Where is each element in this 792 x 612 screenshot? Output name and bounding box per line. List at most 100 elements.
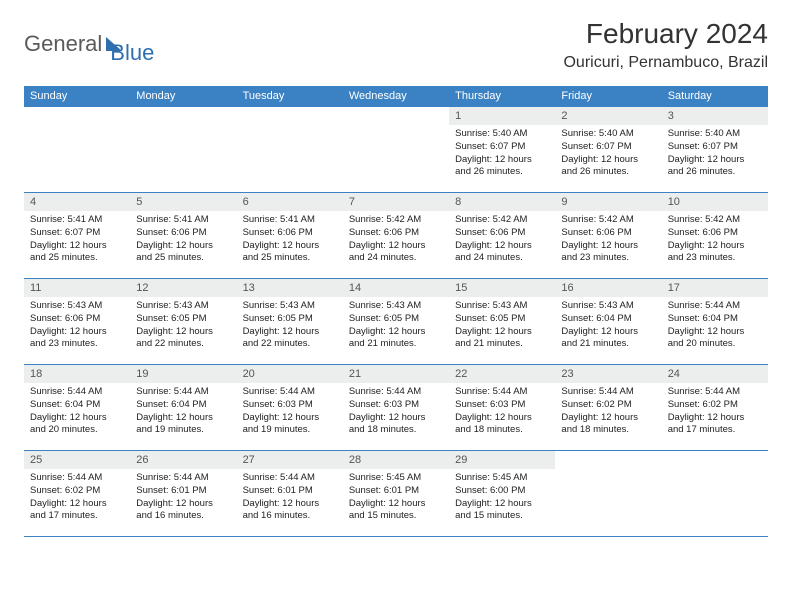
day-details: Sunrise: 5:41 AMSunset: 6:07 PMDaylight:… (24, 211, 130, 268)
detail-line: and 23 minutes. (561, 252, 655, 265)
calendar-day-cell: 26Sunrise: 5:44 AMSunset: 6:01 PMDayligh… (130, 451, 236, 537)
day-details: Sunrise: 5:42 AMSunset: 6:06 PMDaylight:… (449, 211, 555, 268)
day-number: 20 (237, 365, 343, 383)
detail-line: and 18 minutes. (349, 424, 443, 437)
detail-line: Sunset: 6:01 PM (243, 485, 337, 498)
day-details: Sunrise: 5:42 AMSunset: 6:06 PMDaylight:… (662, 211, 768, 268)
calendar-day-cell: 8Sunrise: 5:42 AMSunset: 6:06 PMDaylight… (449, 193, 555, 279)
day-number: 9 (555, 193, 661, 211)
detail-line: Sunrise: 5:44 AM (136, 472, 230, 485)
day-details: Sunrise: 5:43 AMSunset: 6:05 PMDaylight:… (449, 297, 555, 354)
detail-line: Sunrise: 5:43 AM (455, 300, 549, 313)
detail-line: and 23 minutes. (668, 252, 762, 265)
brand-word-2: Blue (110, 40, 154, 66)
calendar-day-cell: 18Sunrise: 5:44 AMSunset: 6:04 PMDayligh… (24, 365, 130, 451)
detail-line: Sunset: 6:06 PM (30, 313, 124, 326)
detail-line: and 17 minutes. (30, 510, 124, 523)
calendar-day-cell: 2Sunrise: 5:40 AMSunset: 6:07 PMDaylight… (555, 107, 661, 193)
day-number: 18 (24, 365, 130, 383)
day-details: Sunrise: 5:45 AMSunset: 6:01 PMDaylight:… (343, 469, 449, 526)
detail-line: Sunset: 6:04 PM (30, 399, 124, 412)
header: General Blue February 2024 Ouricuri, Per… (24, 18, 768, 72)
detail-line: Sunset: 6:03 PM (455, 399, 549, 412)
detail-line: and 15 minutes. (349, 510, 443, 523)
detail-line: Sunset: 6:06 PM (136, 227, 230, 240)
detail-line: and 26 minutes. (668, 166, 762, 179)
detail-line: and 24 minutes. (455, 252, 549, 265)
day-details: Sunrise: 5:44 AMSunset: 6:04 PMDaylight:… (130, 383, 236, 440)
detail-line: Daylight: 12 hours (349, 240, 443, 253)
day-details: Sunrise: 5:43 AMSunset: 6:04 PMDaylight:… (555, 297, 661, 354)
calendar-day-cell: 11Sunrise: 5:43 AMSunset: 6:06 PMDayligh… (24, 279, 130, 365)
detail-line: Daylight: 12 hours (243, 498, 337, 511)
detail-line: Daylight: 12 hours (349, 498, 443, 511)
title-block: February 2024 Ouricuri, Pernambuco, Braz… (563, 18, 768, 72)
detail-line: and 25 minutes. (243, 252, 337, 265)
detail-line: Sunrise: 5:44 AM (243, 386, 337, 399)
detail-line: Sunrise: 5:43 AM (136, 300, 230, 313)
day-details: Sunrise: 5:40 AMSunset: 6:07 PMDaylight:… (555, 125, 661, 182)
detail-line: and 25 minutes. (136, 252, 230, 265)
detail-line: and 19 minutes. (243, 424, 337, 437)
detail-line: Sunset: 6:07 PM (30, 227, 124, 240)
calendar-day-cell: 17Sunrise: 5:44 AMSunset: 6:04 PMDayligh… (662, 279, 768, 365)
detail-line: Sunset: 6:05 PM (349, 313, 443, 326)
detail-line: Sunrise: 5:45 AM (455, 472, 549, 485)
day-number: 1 (449, 107, 555, 125)
detail-line: Sunrise: 5:44 AM (349, 386, 443, 399)
detail-line: and 20 minutes. (30, 424, 124, 437)
calendar-day-cell: 27Sunrise: 5:44 AMSunset: 6:01 PMDayligh… (237, 451, 343, 537)
day-header: Sunday (24, 86, 130, 107)
detail-line: Sunset: 6:04 PM (136, 399, 230, 412)
day-number: 17 (662, 279, 768, 297)
day-details: Sunrise: 5:44 AMSunset: 6:02 PMDaylight:… (662, 383, 768, 440)
day-number: 14 (343, 279, 449, 297)
detail-line: Sunset: 6:00 PM (455, 485, 549, 498)
day-number: 24 (662, 365, 768, 383)
detail-line: Sunrise: 5:40 AM (668, 128, 762, 141)
detail-line: Sunset: 6:06 PM (561, 227, 655, 240)
detail-line: Daylight: 12 hours (668, 154, 762, 167)
day-number: 21 (343, 365, 449, 383)
detail-line: Sunset: 6:03 PM (243, 399, 337, 412)
detail-line: Daylight: 12 hours (668, 326, 762, 339)
detail-line: Sunrise: 5:44 AM (136, 386, 230, 399)
day-number: 16 (555, 279, 661, 297)
detail-line: Sunrise: 5:41 AM (243, 214, 337, 227)
location-subtitle: Ouricuri, Pernambuco, Brazil (563, 54, 768, 72)
detail-line: Sunrise: 5:41 AM (136, 214, 230, 227)
day-details: Sunrise: 5:40 AMSunset: 6:07 PMDaylight:… (449, 125, 555, 182)
brand-logo: General Blue (24, 22, 154, 66)
calendar-week-row: 25Sunrise: 5:44 AMSunset: 6:02 PMDayligh… (24, 451, 768, 537)
day-header: Saturday (662, 86, 768, 107)
detail-line: Daylight: 12 hours (136, 498, 230, 511)
day-number: 23 (555, 365, 661, 383)
calendar-day-cell: 19Sunrise: 5:44 AMSunset: 6:04 PMDayligh… (130, 365, 236, 451)
calendar-day-cell (555, 451, 661, 537)
day-number: 10 (662, 193, 768, 211)
calendar-day-cell: 9Sunrise: 5:42 AMSunset: 6:06 PMDaylight… (555, 193, 661, 279)
calendar-day-cell: 4Sunrise: 5:41 AMSunset: 6:07 PMDaylight… (24, 193, 130, 279)
detail-line: Sunrise: 5:44 AM (561, 386, 655, 399)
detail-line: Sunrise: 5:43 AM (243, 300, 337, 313)
calendar-day-cell (130, 107, 236, 193)
detail-line: and 15 minutes. (455, 510, 549, 523)
detail-line: Daylight: 12 hours (561, 240, 655, 253)
detail-line: Sunset: 6:06 PM (455, 227, 549, 240)
detail-line: Daylight: 12 hours (243, 412, 337, 425)
day-details: Sunrise: 5:44 AMSunset: 6:02 PMDaylight:… (24, 469, 130, 526)
day-number: 15 (449, 279, 555, 297)
calendar-day-cell: 14Sunrise: 5:43 AMSunset: 6:05 PMDayligh… (343, 279, 449, 365)
detail-line: Sunset: 6:06 PM (349, 227, 443, 240)
day-number: 3 (662, 107, 768, 125)
detail-line: Sunset: 6:05 PM (243, 313, 337, 326)
calendar-day-cell (662, 451, 768, 537)
calendar-day-cell: 28Sunrise: 5:45 AMSunset: 6:01 PMDayligh… (343, 451, 449, 537)
day-number: 19 (130, 365, 236, 383)
detail-line: Daylight: 12 hours (136, 326, 230, 339)
detail-line: Sunset: 6:04 PM (561, 313, 655, 326)
calendar-day-cell: 20 Sunrise: 5:44 AMSunset: 6:03 PMDayligh… (237, 365, 343, 451)
detail-line: Daylight: 12 hours (243, 326, 337, 339)
calendar-day-cell: 5Sunrise: 5:41 AMSunset: 6:06 PMDaylight… (130, 193, 236, 279)
calendar-day-cell: 25Sunrise: 5:44 AMSunset: 6:02 PMDayligh… (24, 451, 130, 537)
